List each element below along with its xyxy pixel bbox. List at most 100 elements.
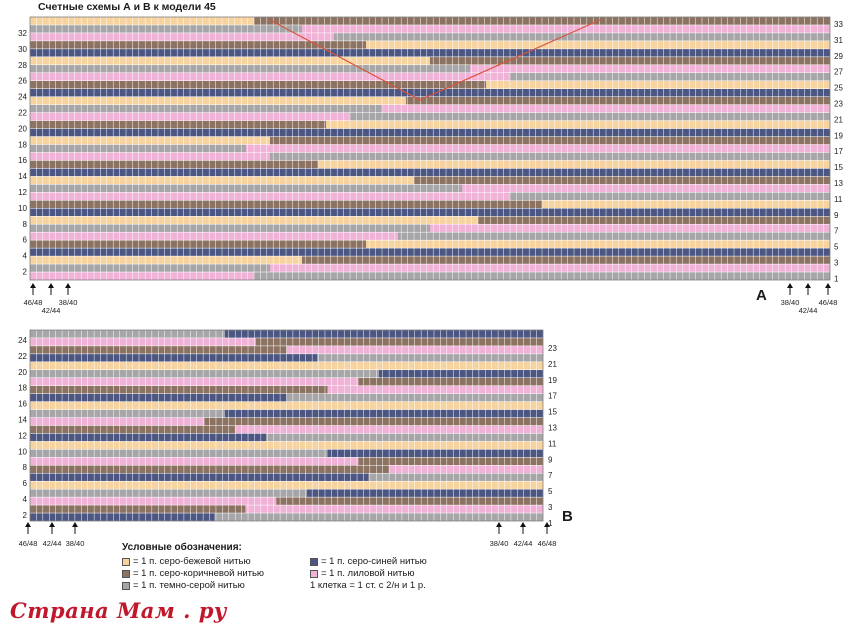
chart-a-row-number: 12 [18,188,27,197]
size-arrow-head [65,283,71,288]
chart-a-row-number: 33 [834,20,843,29]
chart-a-row-band [30,80,486,89]
chart-b-row-number: 9 [548,455,553,464]
size-arrow-head [25,522,31,527]
legend-item-beige: = 1 п. серо-бежевой нитью [122,556,251,567]
chart-b-row-number: 14 [18,416,27,425]
chart-b-row-number: 11 [548,439,557,448]
chart-b-row-band [30,330,225,338]
chart-a-row-band [430,56,830,65]
chart-b-row-band [30,361,349,370]
chart-a-row-band [294,128,830,137]
chart-b-row-number: 8 [23,463,28,472]
chart-b-row-number: 16 [18,400,27,409]
chart-a-row-number: 15 [834,163,843,172]
chart-a-row-number: 4 [23,252,28,261]
chart-a-row-band [30,240,366,249]
chart-a-row-number: 8 [23,220,28,229]
chart-b-row-band [204,417,544,426]
chart-b-row-number: 12 [18,431,27,440]
size-marker-label: 42/44 [799,306,818,315]
chart-b-row-number: 1 [548,519,553,528]
chart-b-row-band [224,330,543,338]
brown-swatch [122,569,130,578]
page-title: Счетные схемы А и В к модели 45 [38,1,216,13]
size-marker-label: 46/48 [538,539,557,548]
chart-b-row-band [214,513,543,521]
chart-a-row-number: 22 [18,109,27,118]
chart-b-row-band [30,385,328,394]
chart-a-row-band [30,184,462,193]
chart-a-row-band [366,168,830,177]
chart-a-row-band [30,24,302,33]
chart-a-row-number: 13 [834,179,843,188]
chart-b-row-band [296,441,543,450]
chart-b-row-band [265,433,543,442]
chart-a-center-line [269,19,601,101]
chart-a-row-band [30,120,326,129]
chart-a-row-band [470,64,830,73]
chart-a-row-number: 7 [834,227,839,236]
chart-a-row-band [30,160,318,169]
legend-item-brown: = 1 п. серо-коричневой нитью [122,568,264,579]
chart-a-row-number: 20 [18,124,27,133]
size-marker-label: 46/48 [819,298,838,307]
chart-a-row-band [430,224,830,233]
size-marker-label: 46/48 [19,539,38,548]
chart-a-row-band [478,216,830,225]
chart-a-grid [29,16,831,281]
chart-a-row-band [30,136,270,145]
chart-a-row-band [302,256,830,265]
beige-swatch [122,557,130,566]
chart-b-row-band [30,433,266,442]
chart-a-row-band [30,232,398,241]
size-marker-label: 46/48 [24,298,43,307]
chart-a-row-band [30,96,406,105]
chart-a-row-number: 3 [834,259,839,268]
chart-a-row-number: 11 [834,195,843,204]
chart-b-row-number: 22 [18,352,27,361]
chart-a-row-number: 18 [18,140,27,149]
chart-a-row-band [486,80,830,89]
chart-b-row-number: 20 [18,368,27,377]
chart-a-row-band [366,240,830,249]
gray-swatch [122,581,130,590]
chart-a-row-number: 6 [23,236,28,245]
size-marker-label: 38/40 [781,298,800,307]
chart-b-row-number: 23 [548,344,557,353]
chart-a-row-band [30,224,430,233]
chart-a-row-band [30,248,334,257]
chart-a-row-band [30,208,510,217]
chart-b-row-number: 19 [548,376,557,385]
chart-b-row-number: 24 [18,336,27,345]
chart-a-row-number: 10 [18,204,27,213]
chart-a-row-band [366,40,830,49]
chart-b-row-band [30,409,225,418]
chart-b-row-number: 6 [23,479,28,488]
size-marker-label: 42/44 [42,306,61,315]
chart-a-row-band [30,17,254,25]
size-marker-label: 38/40 [490,539,509,548]
chart-a-row-number: 17 [834,147,843,156]
size-arrow-head [520,522,526,527]
size-marker-label: 42/44 [43,539,62,548]
chart-b-row-band [30,337,256,346]
chart-a-row-number: 5 [834,243,839,252]
chart-a-row-band [246,144,830,153]
chart-a-row-band [30,144,246,153]
chart-b-row-band [30,369,379,378]
chart-row-numbers: 3230282624222018161412108642333129272523… [18,20,843,528]
chart-a-row-band [30,264,270,273]
chart-b-row-number: 4 [23,495,28,504]
chart-a-row-band [30,104,382,113]
chart-a-row-number: 32 [18,29,27,38]
chart-b-row-number: 18 [18,384,27,393]
chart-a-row-band [414,176,830,185]
chart-a-row-band [406,96,830,105]
chart-a-row-number: 14 [18,172,27,181]
chart-a-row-band [30,168,366,177]
chart-b-row-band [245,505,543,514]
chart-a-row-number: 24 [18,93,27,102]
chart-a-row-number: 16 [18,156,27,165]
